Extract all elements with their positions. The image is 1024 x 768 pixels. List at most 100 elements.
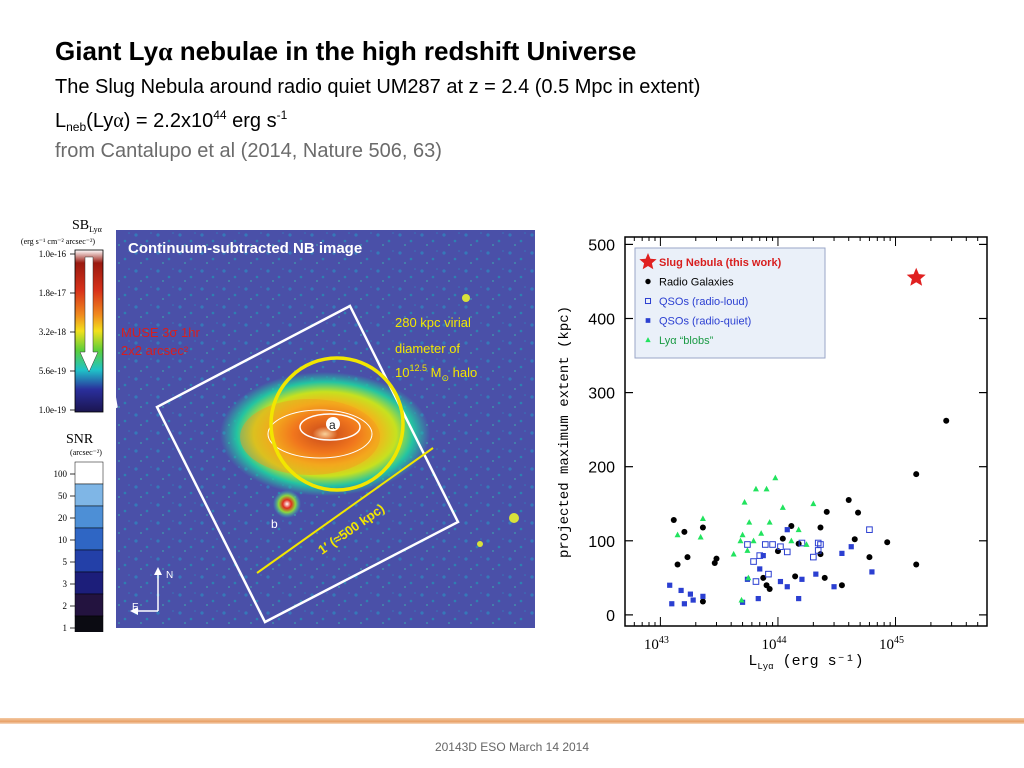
subtitle-slug-nebula: The Slug Nebula around radio quiet UM287… — [55, 76, 701, 98]
legend-marker — [645, 337, 651, 343]
point-ly-blobs — [788, 537, 795, 544]
lum-exp: 44 — [213, 108, 227, 122]
lum-text: (Ly — [86, 110, 114, 132]
source-citation: from Cantalupo et al (2014, Nature 506, … — [55, 140, 442, 162]
x-tick-label: 1044 — [761, 635, 786, 653]
x-tick-label: 1043 — [644, 635, 669, 653]
sb-label: SBLyα — [72, 218, 103, 234]
halo-annot-line1: 280 kpc virial — [395, 315, 471, 330]
point-ly-blobs — [730, 550, 737, 557]
bright-spot-2 — [462, 294, 470, 302]
point-qsos-radio-loud — [810, 553, 817, 561]
y-tick-label: 500 — [588, 237, 615, 254]
title-text-rest: nebulae in the high redshift Universe — [172, 36, 637, 66]
point-ly-blobs — [741, 499, 748, 505]
sb-ticks: 1.0e-16 1.8e-17 3.2e-18 5.6e-19 1.0e-19 — [39, 249, 75, 415]
point-qsos-radio-quiet — [799, 576, 805, 582]
x-axis-label: LLyα (erg s⁻¹) — [748, 653, 863, 672]
y-tick-label: 400 — [588, 312, 615, 329]
point-radio-galaxies — [821, 574, 828, 581]
legend-label: Radio Galaxies — [659, 277, 734, 289]
legend-label: QSOs (radio-loud) — [659, 296, 748, 308]
snr-tick-label: 5 — [63, 557, 68, 567]
snr-color-segment — [74, 593, 104, 617]
sb-tick-label: 1.0e-16 — [39, 249, 67, 259]
legend-box — [634, 247, 826, 359]
y-axis: 0 100 200 300 400 500 — [588, 237, 987, 625]
snr-tick-label: 10 — [58, 535, 68, 545]
lum-sub: neb — [66, 120, 87, 134]
snr-color-segment — [74, 549, 104, 573]
point-radio-galaxies — [851, 536, 858, 543]
legend-marker — [645, 278, 651, 285]
chart-svg: 0 100 200 300 400 500 1043 1044 1045 projected … — [557, 236, 988, 672]
sb-label-text: SB — [72, 218, 89, 233]
point-qsos-radio-loud — [761, 541, 769, 548]
compass-east-head — [130, 607, 138, 615]
title-alpha: α — [158, 37, 173, 66]
snr-colorbar — [74, 461, 104, 639]
subtitle-luminosity: Lneb(Lyα) = 2.2x1044 erg s-1 — [55, 108, 287, 134]
point-qsos-radio-quiet — [796, 595, 802, 602]
snr-color-segment — [74, 527, 104, 551]
point-radio-galaxies — [681, 528, 688, 535]
muse-depth-line1: MUSE 3σ 1hr — [121, 325, 200, 340]
sb-tick-label: 1.8e-17 — [39, 288, 67, 298]
contour-outer — [267, 409, 373, 459]
legend-marker — [639, 253, 657, 270]
point-qsos-radio-loud — [798, 539, 806, 547]
point-radio-galaxies — [943, 417, 950, 424]
legend-label: Slug Nebula (this work) — [659, 257, 782, 269]
point-ly-blobs — [745, 574, 752, 581]
point-radio-galaxies — [792, 573, 799, 580]
point-ly-blobs — [763, 485, 770, 492]
point-qsos-radio-loud — [814, 547, 822, 554]
point-radio-galaxies — [766, 585, 773, 592]
point-radio-galaxies — [884, 539, 891, 546]
point-qsos-radio-loud — [814, 539, 822, 547]
point-ly-blobs — [739, 531, 746, 538]
halo-exp: 12.5 — [409, 363, 427, 373]
point-radio-galaxies — [684, 554, 691, 561]
legend-marker — [645, 318, 651, 323]
legend-marker — [644, 297, 652, 305]
point-radio-galaxies — [699, 598, 706, 605]
snr-ticks: 100 50 20 10 5 3 2 1 — [54, 469, 75, 633]
x-axis: 1043 1044 1045 — [624, 237, 988, 653]
sb-units: (erg s⁻¹ cm⁻² arcsec⁻²) — [21, 237, 95, 246]
point-radio-galaxies — [817, 524, 824, 531]
point-qsos-radio-quiet — [757, 566, 763, 572]
y-tick-label: 200 — [588, 460, 615, 477]
point-qsos-radio-loud — [769, 541, 776, 548]
point-qsos-radio-loud — [777, 543, 784, 551]
point-qsos-radio-quiet — [678, 587, 684, 594]
snr-tick-label: 100 — [54, 469, 68, 479]
label-a: a — [329, 418, 336, 432]
bright-spot — [509, 513, 519, 523]
extent-vs-luminosity-chart: 0 100 200 300 400 500 1043 1044 1045 projected … — [552, 224, 1002, 676]
point-radio-galaxies — [845, 497, 852, 504]
source-b — [273, 490, 301, 518]
snr-tick-label: 1 — [63, 623, 68, 632]
halo-annot-line3: 1012.5 M⊙ halo — [395, 363, 477, 383]
x-tick-label: 1045 — [879, 635, 904, 653]
snr-tick-label: 3 — [63, 579, 68, 589]
point-ly-blobs — [697, 533, 704, 540]
point-radio-galaxies — [855, 509, 862, 516]
point-ly-blobs — [750, 537, 757, 544]
halo-sun: ⊙ — [441, 373, 449, 383]
point-qsos-radio-quiet — [690, 597, 696, 603]
point-ly-blobs — [738, 596, 745, 603]
virial-halo-circle — [269, 356, 405, 492]
point-ly-blobs — [752, 485, 759, 492]
muse-fov-box — [155, 304, 460, 624]
halo-ten: 10 — [395, 365, 409, 380]
point-radio-galaxies — [670, 517, 677, 524]
lum-unit: erg s — [226, 110, 277, 132]
point-qsos-radio-quiet — [813, 571, 819, 577]
point-qsos-radio-loud — [866, 526, 873, 533]
point-ly-blobs — [810, 500, 817, 507]
point-radio-galaxies — [779, 535, 786, 542]
legend: Slug Nebula (this work) Radio Galaxies QSO… — [634, 247, 826, 359]
x-axis-label-sub: Lyα — [757, 662, 774, 672]
